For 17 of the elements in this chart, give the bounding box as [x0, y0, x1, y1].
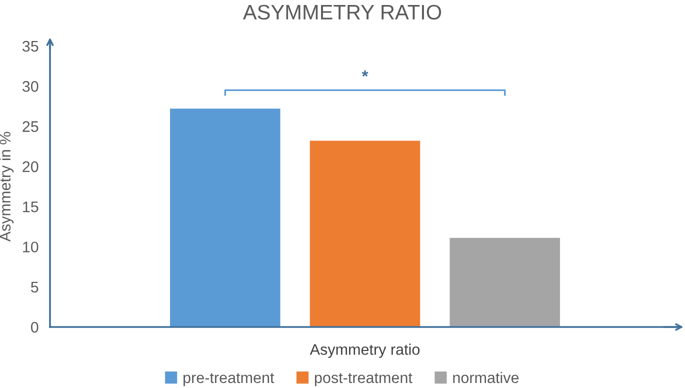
y-tick-label: 10	[23, 242, 38, 252]
chart-title: ASYMMETRY RATIO	[242, 4, 442, 20]
annotation: *	[362, 70, 368, 77]
y-tick-label: 35	[22, 40, 38, 52]
y-tick-label: 0	[30, 322, 38, 333]
bar	[310, 140, 420, 327]
x-axis-title: Asymmetry ratio	[310, 344, 420, 358]
bar	[170, 108, 280, 327]
y-tick-label: 30	[22, 81, 38, 92]
legend-label: pre-treatment	[184, 373, 274, 386]
y-tick-label: 15	[23, 202, 38, 212]
y-tick-label: 5	[31, 282, 38, 293]
y-tick-label: 25	[22, 121, 38, 132]
y-tick-label: 20	[22, 161, 38, 172]
legend-label: post-treatment	[314, 373, 412, 386]
legend-label: normative	[453, 372, 519, 384]
bar	[450, 238, 560, 327]
